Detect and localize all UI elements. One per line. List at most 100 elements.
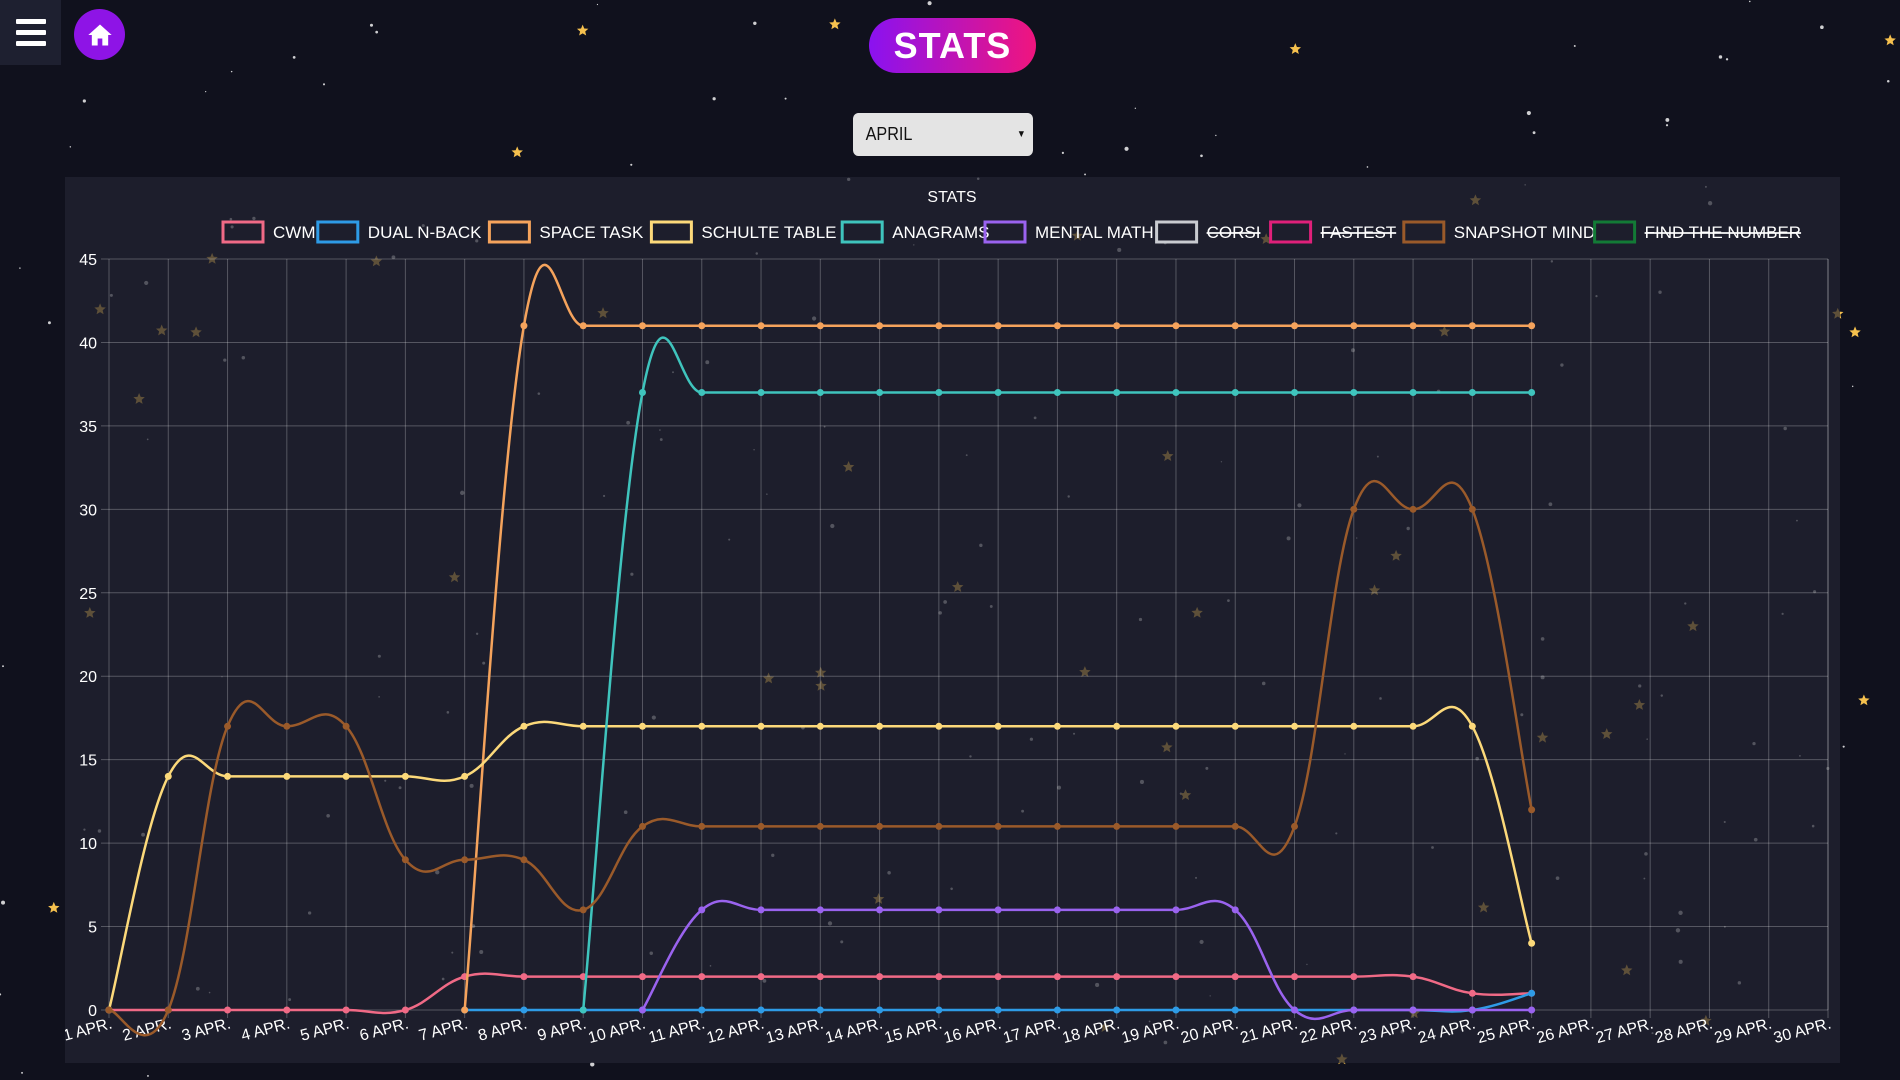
- y-tick-label: 40: [79, 335, 97, 352]
- data-point: [164, 772, 172, 780]
- star-dot: [784, 97, 787, 100]
- x-tick-label: 25 APR.: [1476, 1015, 1537, 1047]
- x-tick-label: 10 APR.: [586, 1015, 647, 1047]
- home-button[interactable]: [74, 9, 125, 60]
- series-line: [107, 705, 1533, 1011]
- legend-swatch: [1155, 220, 1199, 244]
- star-dot: [927, 1, 932, 6]
- x-tick-label: 3 APR.: [180, 1015, 233, 1044]
- x-tick-label: 2 APR.: [121, 1015, 174, 1044]
- data-point: [698, 389, 706, 397]
- data-point: [1468, 722, 1476, 730]
- legend-label[interactable]: FIND THE NUMBER: [1645, 223, 1801, 242]
- star-icon: [1289, 43, 1302, 54]
- data-point: [342, 772, 350, 780]
- data-point: [283, 772, 291, 780]
- x-tick-label: 11 APR.: [647, 1015, 707, 1046]
- data-point: [935, 906, 943, 914]
- x-tick-label: 1 APR.: [65, 1015, 114, 1044]
- data-point: [461, 1006, 469, 1014]
- legend-label[interactable]: MENTAL MATH: [1035, 223, 1154, 242]
- legend-label[interactable]: CORSI: [1207, 223, 1261, 242]
- data-point: [579, 722, 587, 730]
- star-icon: [511, 146, 523, 158]
- data-point: [105, 1006, 113, 1014]
- legend-label[interactable]: DUAL N-BACK: [368, 223, 482, 242]
- data-point: [1113, 1006, 1121, 1014]
- x-tick-label: 14 APR.: [824, 1015, 885, 1047]
- data-point: [757, 389, 765, 397]
- star-dot: [0, 993, 2, 996]
- data-point: [994, 722, 1002, 730]
- legend-label[interactable]: SPACE TASK: [539, 223, 644, 242]
- x-tick-label: 21 APR.: [1238, 1015, 1299, 1047]
- x-tick-label: 27 APR.: [1594, 1015, 1655, 1047]
- legend-swatch: [221, 220, 265, 244]
- star-dot: [1124, 146, 1129, 151]
- x-tick-label: 19 APR.: [1120, 1015, 1181, 1047]
- data-point: [1053, 389, 1061, 397]
- data-point: [1468, 1006, 1476, 1014]
- data-point: [935, 722, 943, 730]
- data-point: [816, 722, 824, 730]
- star-dot: [322, 83, 326, 86]
- data-point: [876, 906, 884, 914]
- data-point: [1053, 973, 1061, 981]
- y-tick-label: 15: [79, 753, 97, 770]
- data-point: [638, 722, 646, 730]
- data-point: [224, 1006, 232, 1014]
- x-tick-label: 23 APR.: [1357, 1015, 1418, 1047]
- x-tick-label: 30 APR.: [1772, 1015, 1833, 1047]
- star-icon: [1884, 34, 1896, 46]
- data-point: [1350, 505, 1358, 513]
- data-point: [1350, 973, 1358, 981]
- star-dot: [1665, 124, 1669, 127]
- x-tick-label: 18 APR.: [1061, 1015, 1122, 1047]
- star-dot: [1886, 79, 1890, 83]
- data-point: [520, 722, 528, 730]
- data-point: [1409, 389, 1417, 397]
- data-point: [638, 822, 646, 830]
- legend-label[interactable]: SNAPSHOT MIND: [1454, 223, 1595, 242]
- data-point: [520, 973, 528, 981]
- star-dot: [21, 1071, 23, 1074]
- data-point: [935, 322, 943, 330]
- legend-label[interactable]: ANAGRAMS: [892, 223, 989, 242]
- menu-button[interactable]: [0, 0, 61, 65]
- data-point: [876, 389, 884, 397]
- month-select[interactable]: APRIL ▼: [853, 113, 1033, 156]
- data-point: [520, 322, 528, 330]
- data-point: [994, 389, 1002, 397]
- data-point: [1528, 989, 1536, 997]
- data-point: [935, 973, 943, 981]
- star-dot: [1200, 154, 1203, 158]
- stats-line-chart: STATS CWM DUAL N-BACK SPACE TASK SCHULTE TAB…: [65, 189, 1833, 1047]
- data-point: [876, 822, 884, 830]
- data-point: [638, 322, 646, 330]
- data-point: [1053, 722, 1061, 730]
- chevron-down-icon: ▼: [1016, 129, 1026, 140]
- data-point: [816, 1006, 824, 1014]
- data-point: [638, 389, 646, 397]
- data-point: [579, 322, 587, 330]
- star-dot: [712, 97, 716, 101]
- star-dot: [1725, 58, 1729, 61]
- data-point: [1291, 973, 1299, 981]
- legend-label[interactable]: FASTEST: [1321, 223, 1397, 242]
- legend-label[interactable]: SCHULTE TABLE: [701, 223, 836, 242]
- data-point: [698, 322, 706, 330]
- legend-swatch: [1593, 220, 1637, 244]
- star-dot: [1718, 55, 1723, 59]
- data-point: [757, 906, 765, 914]
- data-point: [1468, 989, 1476, 997]
- data-point: [1231, 973, 1239, 981]
- data-point: [1172, 389, 1180, 397]
- data-point: [816, 389, 824, 397]
- star-icon: [1858, 694, 1870, 706]
- data-point: [1053, 1006, 1061, 1014]
- data-point: [1231, 822, 1239, 830]
- data-point: [816, 822, 824, 830]
- legend-label[interactable]: CWM: [273, 223, 315, 242]
- data-point: [638, 973, 646, 981]
- data-point: [1113, 722, 1121, 730]
